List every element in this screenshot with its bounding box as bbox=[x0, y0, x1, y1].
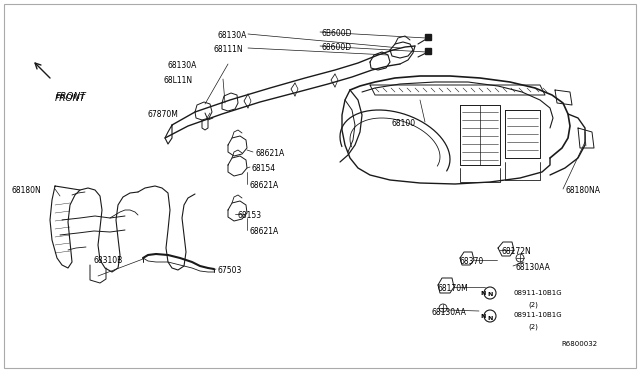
Text: 68130AA: 68130AA bbox=[431, 308, 466, 317]
Text: 67870M: 67870M bbox=[148, 110, 179, 119]
Text: 67503: 67503 bbox=[218, 266, 243, 275]
Text: N: N bbox=[487, 292, 493, 298]
Text: 68170M: 68170M bbox=[437, 284, 468, 293]
Text: FRONT: FRONT bbox=[55, 94, 86, 103]
Text: R6800032: R6800032 bbox=[561, 341, 597, 347]
Text: 08911-10B1G: 08911-10B1G bbox=[514, 290, 563, 296]
Text: 68130A: 68130A bbox=[218, 31, 248, 40]
Text: 68621A: 68621A bbox=[255, 149, 284, 158]
Text: 68130AA: 68130AA bbox=[515, 263, 550, 272]
Text: 08911-10B1G: 08911-10B1G bbox=[514, 312, 563, 318]
Text: (2): (2) bbox=[528, 324, 538, 330]
Text: N: N bbox=[487, 315, 493, 321]
Text: 68111N: 68111N bbox=[213, 45, 243, 54]
Text: 6B600D: 6B600D bbox=[322, 29, 353, 38]
Text: 68100: 68100 bbox=[392, 119, 416, 128]
Text: 68621A: 68621A bbox=[249, 181, 278, 190]
Text: N: N bbox=[480, 291, 485, 296]
Text: N: N bbox=[480, 314, 485, 319]
Text: 68153: 68153 bbox=[237, 211, 261, 220]
Text: 68154: 68154 bbox=[252, 164, 276, 173]
Text: 68180NA: 68180NA bbox=[565, 186, 600, 195]
Text: 68370: 68370 bbox=[459, 257, 483, 266]
Text: 68130A: 68130A bbox=[168, 61, 197, 70]
Text: 68172N: 68172N bbox=[501, 247, 531, 256]
Text: 68310B: 68310B bbox=[93, 256, 122, 265]
Text: FRONT: FRONT bbox=[56, 92, 87, 101]
Text: (2): (2) bbox=[528, 302, 538, 308]
Text: 68600D: 68600D bbox=[322, 43, 352, 52]
Text: 68180N: 68180N bbox=[12, 186, 42, 195]
Text: 68621A: 68621A bbox=[249, 227, 278, 236]
Text: 68L11N: 68L11N bbox=[163, 76, 192, 85]
